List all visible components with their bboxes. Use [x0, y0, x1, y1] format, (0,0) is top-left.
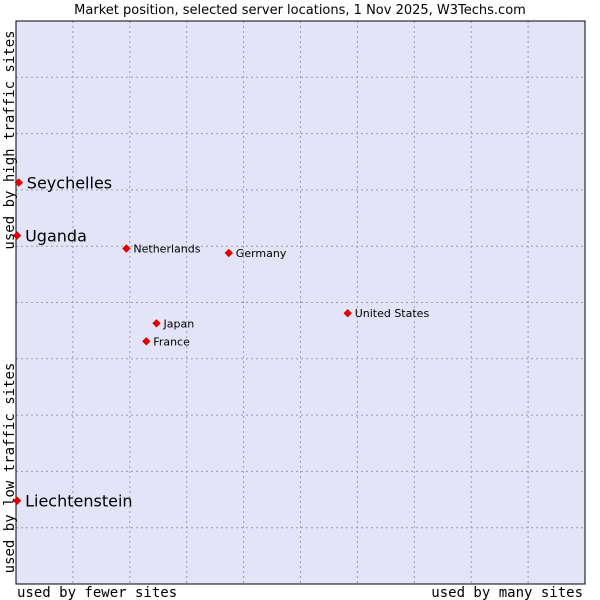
point-label-france: France	[153, 335, 190, 348]
y-axis-label-top: used by high traffic sites	[2, 30, 18, 249]
data-point-netherlands: Netherlands	[122, 243, 201, 256]
point-label-japan: Japan	[163, 317, 195, 330]
y-axis-label-bottom: used by low traffic sites	[2, 363, 18, 574]
point-marker-japan	[152, 319, 161, 328]
point-label-uganda: Uganda	[25, 227, 87, 246]
point-label-united-states: United States	[355, 307, 430, 320]
data-point-liechtenstein: Liechtenstein	[12, 492, 133, 511]
point-marker-liechtenstein	[12, 496, 22, 505]
point-label-netherlands: Netherlands	[133, 243, 200, 256]
data-point-seychelles: Seychelles	[14, 174, 112, 193]
chart-title: Market position, selected server locatio…	[74, 3, 526, 18]
point-label-germany: Germany	[236, 247, 287, 260]
plot-frame	[15, 20, 586, 585]
point-label-liechtenstein: Liechtenstein	[25, 492, 132, 511]
point-marker-france	[142, 337, 151, 346]
data-point-germany: Germany	[224, 247, 287, 260]
point-marker-united-states	[343, 309, 352, 318]
data-point-uganda: Uganda	[12, 227, 87, 246]
point-marker-uganda	[12, 231, 22, 240]
point-marker-seychelles	[14, 178, 23, 187]
data-point-france: France	[142, 335, 190, 348]
x-axis-label-left: used by fewer sites	[17, 585, 177, 600]
data-point-japan: Japan	[152, 317, 194, 330]
point-marker-germany	[224, 248, 233, 258]
point-label-seychelles: Seychelles	[27, 174, 112, 193]
point-marker-netherlands	[122, 244, 131, 253]
points-layer: Seychelles Uganda Netherlands Germany United…	[12, 174, 430, 511]
x-axis-label-right: used by many sites	[431, 585, 583, 600]
grid-layer	[16, 21, 585, 584]
data-point-united-states: United States	[343, 307, 430, 320]
